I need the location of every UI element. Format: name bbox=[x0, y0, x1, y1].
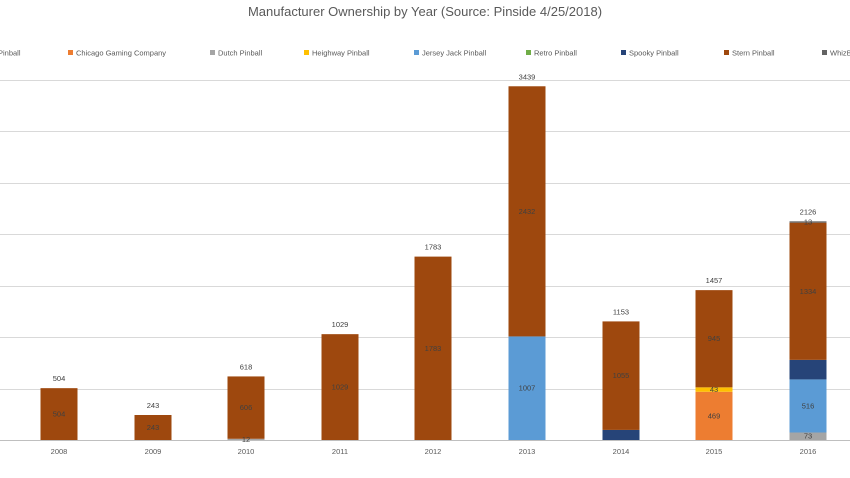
legend-item: Stern Pinball bbox=[724, 49, 775, 58]
bar-segment bbox=[508, 86, 546, 337]
bar-segment bbox=[789, 432, 827, 440]
x-tick-label: 2014 bbox=[613, 447, 630, 456]
bar-segment bbox=[414, 256, 452, 440]
data-label: 13 bbox=[804, 217, 812, 226]
x-tick-label: 2009 bbox=[145, 447, 162, 456]
total-label: 1153 bbox=[613, 307, 629, 316]
total-label: 1029 bbox=[332, 320, 349, 329]
legend-swatch bbox=[621, 50, 626, 55]
total-labels: 504 243 618 1029 1783 3439 1153 1457 2126 bbox=[53, 72, 817, 410]
legend-item: WhizB bbox=[822, 49, 850, 58]
data-label: 1055 bbox=[613, 371, 630, 380]
total-label: 504 bbox=[53, 374, 66, 383]
data-label: 504 bbox=[53, 410, 66, 419]
total-label: 2126 bbox=[800, 207, 817, 216]
legend-item: Jersey Jack Pinball bbox=[414, 49, 487, 58]
legend-item: Dutch Pinball bbox=[210, 49, 263, 58]
legend-swatch bbox=[414, 50, 419, 55]
x-tick-label: 2016 bbox=[800, 447, 817, 456]
bar-segment bbox=[789, 221, 827, 223]
bar-segment bbox=[40, 388, 78, 440]
data-label: 945 bbox=[708, 334, 721, 343]
bars bbox=[40, 86, 827, 440]
data-label: 469 bbox=[708, 411, 721, 420]
legend-swatch bbox=[526, 50, 531, 55]
bar-segment bbox=[789, 222, 827, 360]
legend-label: Jersey Jack Pinball bbox=[422, 49, 487, 58]
x-tick-label: 2008 bbox=[51, 447, 68, 456]
data-label: 1783 bbox=[425, 344, 442, 353]
total-label: 243 bbox=[147, 401, 160, 410]
data-label: 1007 bbox=[519, 384, 536, 393]
legend-swatch bbox=[304, 50, 309, 55]
data-label: 243 bbox=[147, 423, 160, 432]
chart-title: Manufacturer Ownership by Year (Source: … bbox=[248, 4, 602, 19]
legend-item: Chicago Gaming Company bbox=[68, 49, 166, 58]
x-tick-label: 2012 bbox=[425, 447, 442, 456]
x-tick-label: 2010 bbox=[238, 447, 255, 456]
legend-swatch bbox=[822, 50, 827, 55]
bar-segment bbox=[321, 334, 359, 440]
bar-segment bbox=[508, 336, 546, 440]
legend-label: Retro Pinball bbox=[534, 49, 577, 58]
legend: Pinball Chicago Gaming Company Dutch Pinba… bbox=[0, 49, 850, 58]
x-tick-label: 2013 bbox=[519, 447, 536, 456]
legend-label: Dutch Pinball bbox=[218, 49, 263, 58]
legend-item: Heighway Pinball bbox=[304, 49, 370, 58]
bar-segment bbox=[602, 429, 640, 440]
legend-swatch bbox=[724, 50, 729, 55]
x-tick-label: 2011 bbox=[332, 447, 348, 456]
legend-item: Spooky Pinball bbox=[621, 49, 679, 58]
legend-label: WhizB bbox=[830, 49, 850, 58]
total-label: 3439 bbox=[519, 72, 536, 81]
x-tick-label: 2015 bbox=[706, 447, 723, 456]
data-label: 1029 bbox=[332, 383, 349, 392]
legend-label: Pinball bbox=[0, 49, 21, 58]
total-label: 618 bbox=[240, 362, 253, 371]
legend-label: Spooky Pinball bbox=[629, 49, 679, 58]
bar-segment bbox=[789, 359, 827, 380]
bar-segment bbox=[227, 438, 265, 440]
legend-swatch bbox=[68, 50, 73, 55]
total-label: 1457 bbox=[706, 276, 723, 285]
bar-segment bbox=[602, 321, 640, 430]
legend-item: Retro Pinball bbox=[526, 49, 577, 58]
data-label: 1334 bbox=[800, 287, 817, 296]
legend-label: Chicago Gaming Company bbox=[76, 49, 166, 58]
data-label: 12 bbox=[242, 435, 250, 444]
legend-label: Heighway Pinball bbox=[312, 49, 370, 58]
bar-segment bbox=[695, 290, 733, 388]
data-label: 516 bbox=[802, 401, 815, 410]
legend-item: Pinball bbox=[0, 49, 21, 58]
segment-labels: 504 243 12 606 1029 1783 1007 2432 1055 469 43 945 7… bbox=[53, 207, 817, 444]
total-label: 1783 bbox=[425, 243, 442, 252]
legend-label: Stern Pinball bbox=[732, 49, 775, 58]
bar-segment bbox=[695, 387, 733, 392]
bar-segment bbox=[134, 415, 172, 440]
legend-swatch bbox=[210, 50, 215, 55]
data-label: 2432 bbox=[519, 207, 536, 216]
data-label: 606 bbox=[240, 403, 253, 412]
bar-segment bbox=[789, 379, 827, 433]
bar-segment bbox=[695, 391, 733, 440]
x-axis: 2008 2009 2010 2011 2012 2013 2014 2015 2016 bbox=[51, 447, 817, 456]
data-label: 73 bbox=[804, 432, 812, 441]
data-label: 43 bbox=[710, 385, 718, 394]
bar-segment bbox=[227, 376, 265, 439]
